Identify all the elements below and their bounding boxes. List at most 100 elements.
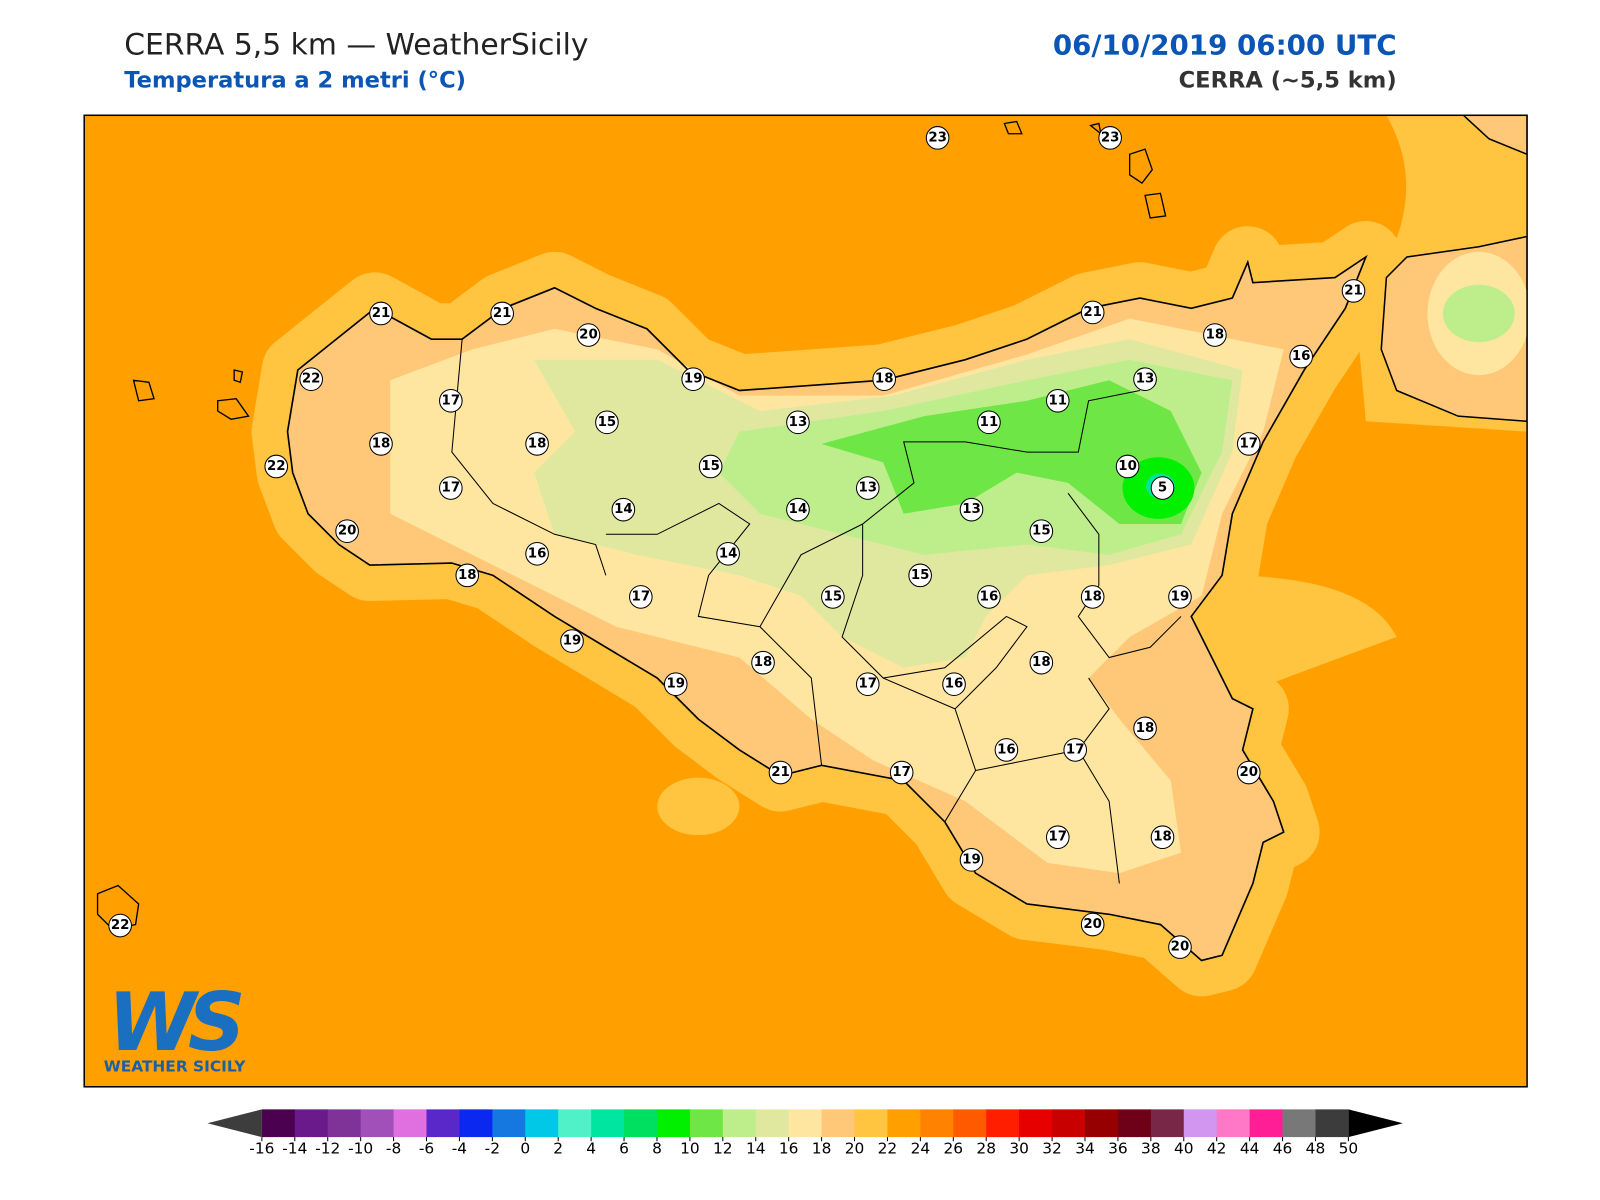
colorbar-box (1019, 1109, 1053, 1138)
station-value: 11 (1048, 393, 1067, 408)
date: 06/10/2019 06:00 UTC (1053, 29, 1397, 62)
colorbar-tick-label: 16 (779, 1139, 799, 1157)
station: 21 (768, 760, 793, 785)
station: 21 (369, 301, 393, 326)
station: 13 (959, 497, 984, 522)
station-marker (855, 476, 880, 500)
colorbar-box (755, 1109, 790, 1138)
station-value: 13 (858, 481, 877, 496)
station: 23 (1098, 126, 1122, 150)
colorbar-tick-label: 34 (1075, 1139, 1095, 1157)
station-value: 19 (563, 634, 582, 649)
station: 20 (1236, 760, 1261, 785)
station-value: 16 (980, 589, 999, 604)
station-marker (786, 497, 810, 522)
colorbar-box (624, 1109, 658, 1138)
station: 16 (1289, 344, 1313, 369)
station-value: 20 (1171, 940, 1190, 955)
station: 19 (1168, 585, 1192, 609)
title: CERRA 5,5 km — WeatherSicily (124, 28, 588, 63)
station-marker (264, 454, 289, 479)
station-value: 20 (1239, 765, 1258, 780)
station-marker (108, 913, 132, 938)
colorbar-tick-label: 8 (652, 1139, 662, 1157)
colorbar-box (327, 1109, 362, 1138)
colorbar-box (689, 1109, 724, 1138)
station-value: 15 (824, 589, 843, 604)
colorbar-box (887, 1109, 921, 1138)
colorbar-box (656, 1109, 691, 1138)
map-border (83, 114, 1528, 1088)
colorbar-box (821, 1109, 856, 1138)
colorbar-tick-label: 38 (1141, 1139, 1161, 1157)
station: 13 (855, 476, 880, 500)
station-value: 10 (1118, 459, 1137, 474)
station-value: 19 (1171, 589, 1190, 604)
colorbar-tick-label: -2 (485, 1139, 500, 1157)
colorbar-tick-label: 46 (1273, 1139, 1293, 1157)
colorbar-tick-label: -6 (419, 1139, 434, 1157)
station-value: 21 (1344, 283, 1363, 298)
station-value: 15 (701, 459, 720, 474)
station-value: 5 (1158, 481, 1167, 496)
station-marker (1098, 126, 1122, 150)
colorbar-tick-label: 2 (553, 1139, 563, 1157)
colorbar-tick-label: -10 (348, 1139, 373, 1157)
station-marker (1029, 519, 1054, 544)
station-marker (716, 541, 740, 566)
station-value: 18 (372, 436, 391, 451)
province-borders (451, 339, 1182, 884)
logo: WS WEATHER SICILY (104, 976, 250, 1076)
station-marker (889, 760, 914, 785)
station-value: 20 (1083, 917, 1102, 932)
station-marker (663, 672, 688, 697)
colorbar-tick-label: 4 (586, 1139, 596, 1157)
station-value: 14 (719, 546, 738, 561)
station: 18 (751, 650, 775, 675)
station: 15 (698, 454, 723, 479)
colorbar-tick-label: 12 (713, 1139, 733, 1157)
station-value: 18 (458, 568, 477, 583)
colorbar-box (393, 1109, 428, 1138)
station: 13 (1133, 367, 1157, 392)
map-frame (83, 114, 1528, 1088)
colorbar-tick-label: -8 (386, 1139, 401, 1157)
station-marker (751, 650, 775, 675)
station-value: 16 (997, 742, 1016, 757)
colorbar-box (558, 1109, 592, 1138)
station-marker (1063, 738, 1088, 762)
station-marker (455, 563, 480, 588)
station-marker (908, 563, 932, 588)
station-value: 11 (980, 415, 999, 430)
logo-mark: WS (108, 976, 242, 1069)
station-marker (369, 301, 393, 326)
egadi-islands (132, 369, 250, 420)
station-value: 17 (442, 393, 461, 408)
station: 19 (681, 367, 706, 392)
station-marker (490, 301, 514, 326)
station: 18 (1203, 323, 1227, 347)
station-value: 13 (962, 502, 981, 517)
colorbar-box (1282, 1109, 1316, 1138)
colorbar-box (525, 1109, 559, 1138)
colorbar-box (986, 1109, 1020, 1138)
station-value: 17 (1239, 436, 1258, 451)
station-marker (1150, 476, 1175, 500)
station-value: 15 (1032, 524, 1051, 539)
colorbar-box (1052, 1109, 1086, 1138)
colorbar-box (360, 1109, 395, 1138)
station-value: 15 (598, 415, 617, 430)
station-value: 18 (1153, 830, 1172, 845)
colorbar-tick-label: 10 (680, 1139, 700, 1157)
colorbar-tick-label: 36 (1108, 1139, 1128, 1157)
station-value: 17 (858, 677, 877, 692)
colorbar-over (1348, 1109, 1403, 1138)
station-marker (1029, 650, 1054, 675)
station-value: 21 (493, 306, 512, 321)
colorbar-box (1249, 1109, 1284, 1138)
colorbar-tick-label: 30 (1009, 1139, 1029, 1157)
colorbar-box (591, 1109, 625, 1138)
colorbar-box (1183, 1109, 1218, 1138)
station-value: 17 (442, 481, 461, 496)
